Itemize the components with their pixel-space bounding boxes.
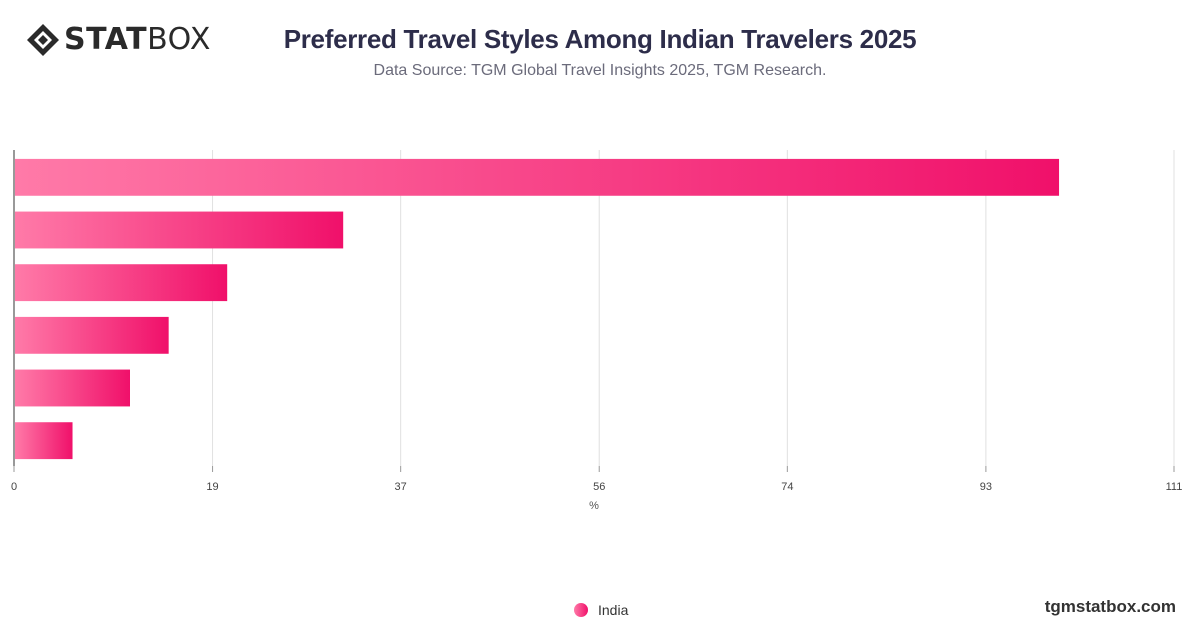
bar <box>15 422 73 460</box>
x-tick-label: 74 <box>781 481 793 493</box>
bar <box>15 264 228 302</box>
logo-text-light: BOX <box>147 22 211 57</box>
x-tick-label: 19 <box>206 481 218 493</box>
brand-url[interactable]: tgmstatbox.com <box>1044 597 1176 616</box>
statbox-diamond-icon <box>27 24 59 56</box>
bar <box>15 158 1060 196</box>
bar <box>15 369 130 407</box>
legend-marker-india <box>574 603 588 617</box>
x-tick-label: 56 <box>593 481 605 493</box>
x-axis-label: % <box>589 500 599 512</box>
logo-text: STATBOX <box>64 22 211 58</box>
chart-title: Preferred Travel Styles Among Indian Tra… <box>283 24 917 54</box>
x-tick-label: 93 <box>980 481 992 493</box>
x-tick-label: 0 <box>11 481 17 493</box>
bar <box>15 211 344 249</box>
logo-text-bold: STAT <box>64 22 148 57</box>
x-tick-label: 37 <box>395 481 407 493</box>
legend-label-india: India <box>598 602 629 618</box>
x-tick-label: 111 <box>1166 481 1183 493</box>
statbox-logo: STATBOX <box>26 22 211 58</box>
chart-subtitle: Data Source: TGM Global Travel Insights … <box>373 62 827 79</box>
legend[interactable]: India <box>574 602 628 618</box>
bar <box>15 316 169 354</box>
